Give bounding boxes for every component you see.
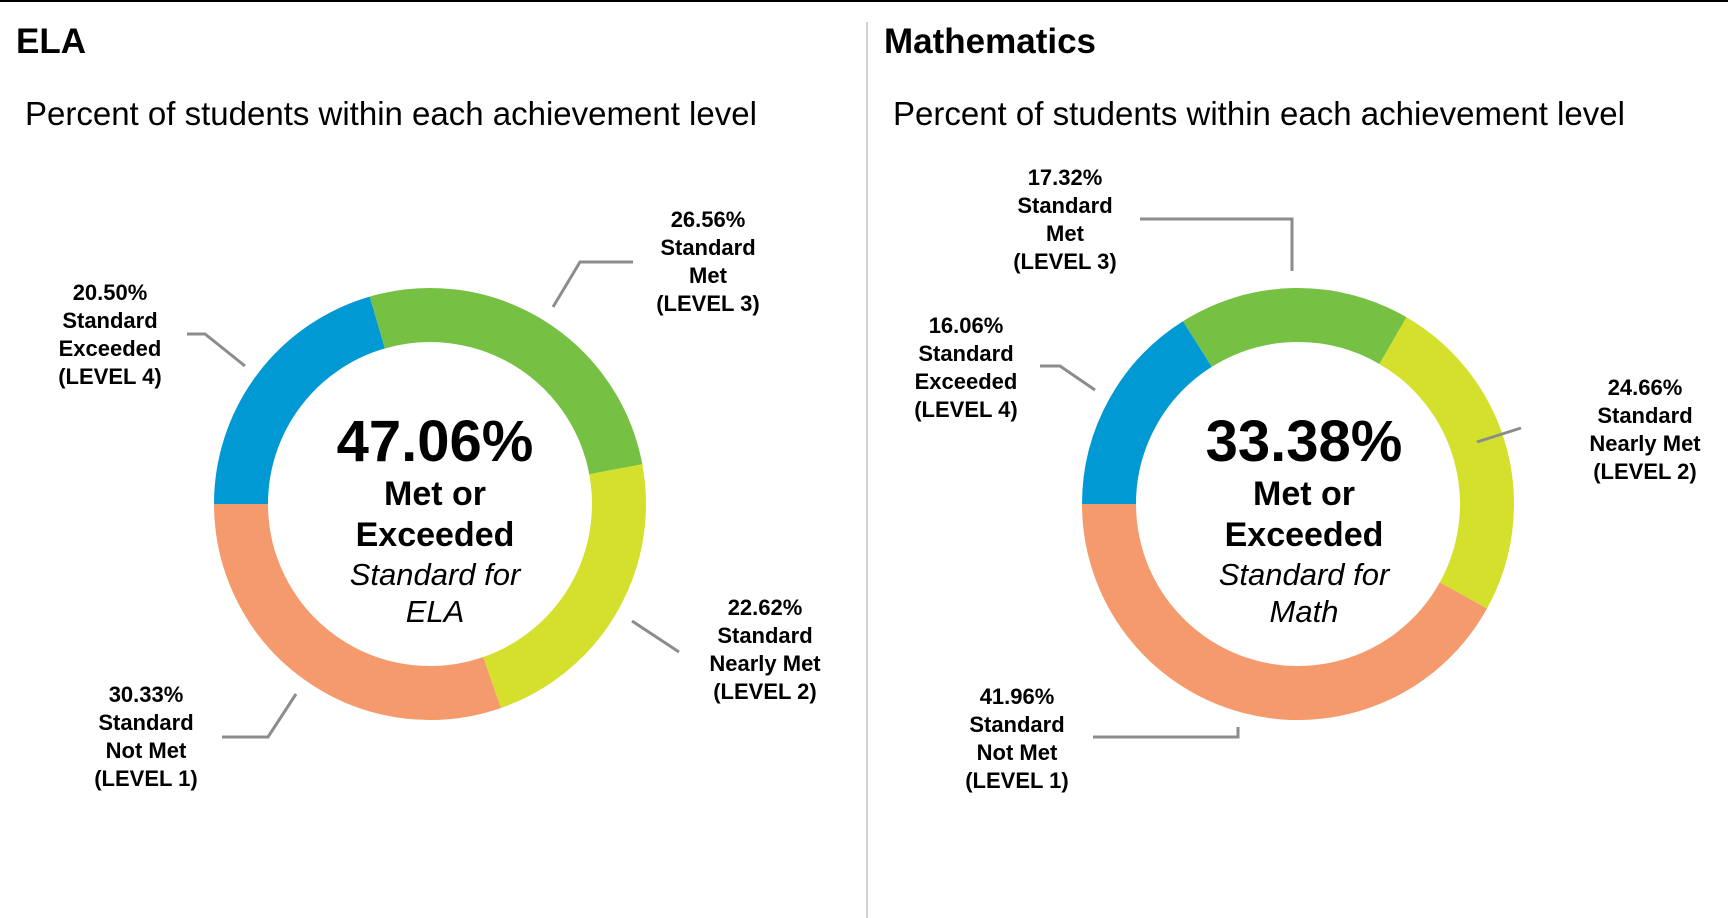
math-leader-level1	[1093, 727, 1240, 739]
ela-level3-percent: 26.56%	[670, 207, 746, 232]
ela-center-sub1: Standard for	[349, 557, 521, 592]
math-slice-level2	[1378, 317, 1514, 609]
math-label-level2: 24.66% Standard Nearly Met (LEVEL 2)	[1555, 374, 1728, 486]
ela-level4-percent: 20.50%	[72, 280, 148, 305]
math-level2-line3: (LEVEL 2)	[1593, 459, 1697, 484]
ela-level1-line2: Not Met	[105, 738, 187, 763]
math-level3-line3: (LEVEL 3)	[1013, 249, 1117, 274]
ela-level3-line3: (LEVEL 3)	[656, 291, 760, 316]
math-leader-level4	[1040, 364, 1096, 392]
math-center-value: 33.38%	[1205, 409, 1403, 474]
math-level2-line1: Standard	[1597, 403, 1693, 428]
ela-center-value: 47.06%	[336, 409, 534, 474]
math-center-sub1: Standard for	[1218, 557, 1390, 592]
math-leader-level2	[1476, 426, 1522, 444]
math-slice-level4	[1082, 321, 1213, 505]
ela-label-level3: 26.56% Standard Met (LEVEL 3)	[618, 206, 798, 318]
ela-center-summary: 47.06% Met or Exceeded Standard for ELA	[305, 410, 565, 630]
math-level2-percent: 24.66%	[1607, 375, 1683, 400]
ela-panel: ELA Percent of students within each achi…	[16, 22, 855, 793]
math-level2-line2: Nearly Met	[1589, 431, 1701, 456]
ela-level1-line1: Standard	[98, 710, 194, 735]
ela-level3-line2: Met	[689, 263, 727, 288]
math-chart-title: Percent of students within each achievem…	[893, 95, 1625, 132]
math-center-sub2: Math	[1269, 594, 1339, 629]
ela-level4-line1: Standard	[62, 308, 158, 333]
math-heading: Mathematics	[884, 22, 1097, 61]
ela-center-line1: Met or	[384, 475, 486, 513]
math-center-line2: Exceeded	[1224, 516, 1384, 554]
math-level1-line2: Not Met	[976, 740, 1058, 765]
ela-level1-percent: 30.33%	[108, 682, 184, 707]
math-level4-line1: Standard	[918, 341, 1014, 366]
ela-level1-line3: (LEVEL 1)	[94, 766, 198, 791]
math-level3-line2: Met	[1046, 221, 1084, 246]
math-ring	[1082, 288, 1514, 720]
math-label-level3: 17.32% Standard Met (LEVEL 3)	[975, 164, 1155, 276]
top-border	[0, 0, 1728, 2]
ela-chart-title: Percent of students within each achievem…	[25, 95, 757, 132]
math-donut-chart	[1040, 217, 1522, 739]
ela-label-level2: 22.62% Standard Nearly Met (LEVEL 2)	[675, 594, 855, 706]
ela-level2-line2: Nearly Met	[709, 651, 821, 676]
ela-leader-level1	[222, 693, 298, 739]
math-center-summary: 33.38% Met or Exceeded Standard for Math	[1174, 410, 1434, 630]
ela-level2-line1: Standard	[717, 623, 813, 648]
ela-donut-chart	[187, 260, 680, 739]
math-level4-percent: 16.06%	[928, 313, 1004, 338]
math-slice-level1	[1082, 503, 1488, 720]
panel-divider	[866, 22, 868, 918]
ela-slice-level2	[482, 464, 646, 709]
ela-level4-line2: Exceeded	[58, 336, 162, 361]
math-level3-percent: 17.32%	[1027, 165, 1103, 190]
math-leader-level3	[1140, 217, 1294, 271]
math-level1-line3: (LEVEL 1)	[965, 768, 1069, 793]
ela-slice-level3	[369, 288, 643, 475]
ela-heading: ELA	[16, 22, 86, 61]
math-level3-line1: Standard	[1017, 193, 1113, 218]
ela-leader-level2	[631, 619, 680, 654]
math-level4-line3: (LEVEL 4)	[914, 397, 1018, 422]
math-slice-level3	[1182, 288, 1407, 368]
ela-leader-level4	[187, 332, 246, 368]
math-level1-percent: 41.96%	[979, 684, 1055, 709]
ela-ring	[214, 288, 646, 720]
ela-level3-line1: Standard	[660, 235, 756, 260]
ela-slice-level1	[214, 503, 501, 720]
math-label-level1: 41.96% Standard Not Met (LEVEL 1)	[927, 683, 1107, 795]
ela-label-level4: 20.50% Standard Exceeded (LEVEL 4)	[20, 279, 200, 391]
ela-leader-level3	[551, 260, 633, 308]
ela-level2-line3: (LEVEL 2)	[713, 679, 817, 704]
math-level1-line1: Standard	[969, 712, 1065, 737]
math-center-line1: Met or	[1253, 475, 1355, 513]
ela-label-level1: 30.33% Standard Not Met (LEVEL 1)	[56, 681, 236, 793]
math-panel: Mathematics Percent of students within e…	[868, 0, 1728, 918]
ela-level4-line3: (LEVEL 4)	[58, 364, 162, 389]
ela-level2-percent: 22.62%	[727, 595, 803, 620]
ela-center-sub2: ELA	[405, 594, 465, 629]
math-level4-line2: Exceeded	[914, 369, 1018, 394]
ela-slice-level4	[214, 296, 386, 505]
math-label-level4: 16.06% Standard Exceeded (LEVEL 4)	[876, 312, 1056, 424]
ela-center-line2: Exceeded	[355, 516, 515, 554]
